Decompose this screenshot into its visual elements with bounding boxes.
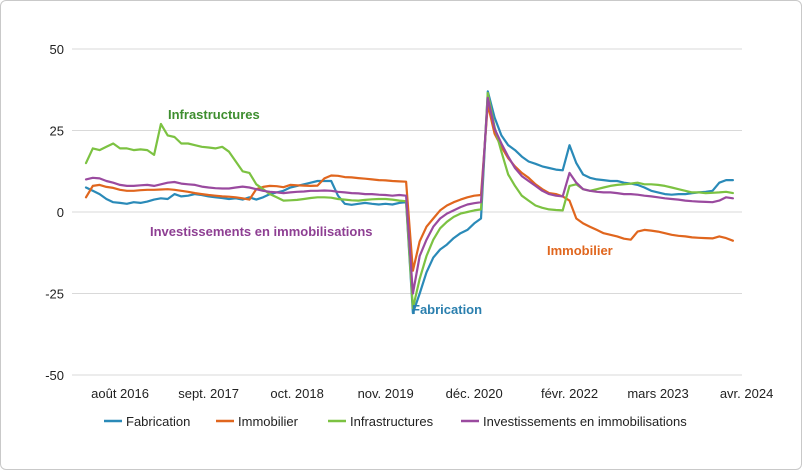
legend: Fabrication Immobilier Infrastructures Inve… [104, 414, 687, 429]
series-label-investissements-en-immobilisations: Investissements en immobilisations [150, 224, 373, 239]
y-tick-label: -25 [45, 287, 64, 302]
x-tick-label: avr. 2024 [720, 386, 774, 401]
x-tick-label: nov. 2019 [358, 386, 414, 401]
series-line-immobilier [84, 103, 735, 272]
x-tick-label: sept. 2017 [178, 386, 239, 401]
x-tick-label: oct. 2018 [270, 386, 324, 401]
x-tick-label: févr. 2022 [541, 386, 598, 401]
legend-label: Infrastructures [350, 414, 434, 429]
series-line-investissements-en-immobilisations [84, 96, 735, 295]
legend-label: Investissements en immobilisations [483, 414, 687, 429]
series-lines [84, 90, 735, 315]
series-line-infrastructures [84, 91, 735, 310]
series-label-immobilier: Immobilier [547, 243, 613, 258]
y-axis-ticks: 50 25 0 -25 -50 [45, 42, 64, 383]
x-axis-ticks: août 2016 sept. 2017 oct. 2018 nov. 2019 déc… [91, 386, 773, 401]
y-tick-label: -50 [45, 368, 64, 383]
legend-label: Fabrication [126, 414, 190, 429]
x-tick-label: août 2016 [91, 386, 149, 401]
x-tick-label: mars 2023 [627, 386, 688, 401]
series-line-fabrication [84, 90, 735, 315]
y-tick-label: 0 [57, 205, 64, 220]
series-label-infrastructures: Infrastructures [168, 107, 260, 122]
legend-label: Immobilier [238, 414, 299, 429]
y-tick-label: 25 [50, 124, 64, 139]
y-tick-label: 50 [50, 42, 64, 57]
series-labels: Fabrication Immobilier Infrastructures Inve… [150, 107, 613, 317]
gridlines [72, 48, 742, 376]
series-label-fabrication: Fabrication [412, 302, 482, 317]
x-tick-label: déc. 2020 [446, 386, 503, 401]
